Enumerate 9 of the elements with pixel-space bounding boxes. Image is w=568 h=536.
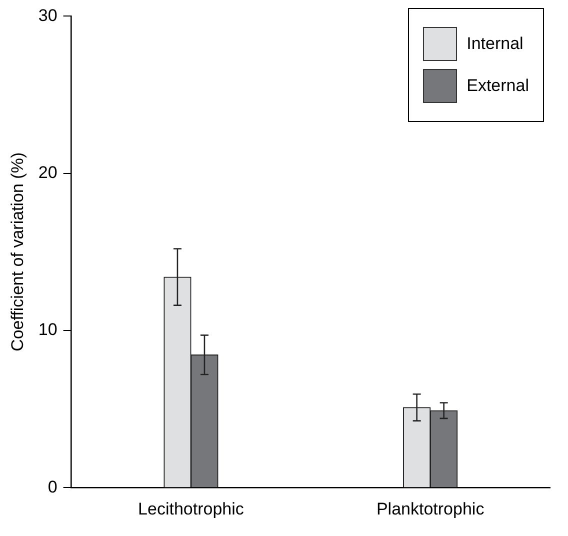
y-tick-label: 10 xyxy=(38,320,58,340)
legend-label: Internal xyxy=(466,34,524,54)
x-tick-label: Lecithotrophic xyxy=(138,499,244,518)
y-axis-title: Coefficient of variation (%) xyxy=(8,152,27,352)
y-tick-label: 30 xyxy=(38,6,58,25)
legend-label: External xyxy=(466,76,529,96)
y-tick-label: 0 xyxy=(48,477,58,496)
y-tick-label: 20 xyxy=(38,163,58,182)
x-tick-label: Planktotrophic xyxy=(376,499,485,518)
